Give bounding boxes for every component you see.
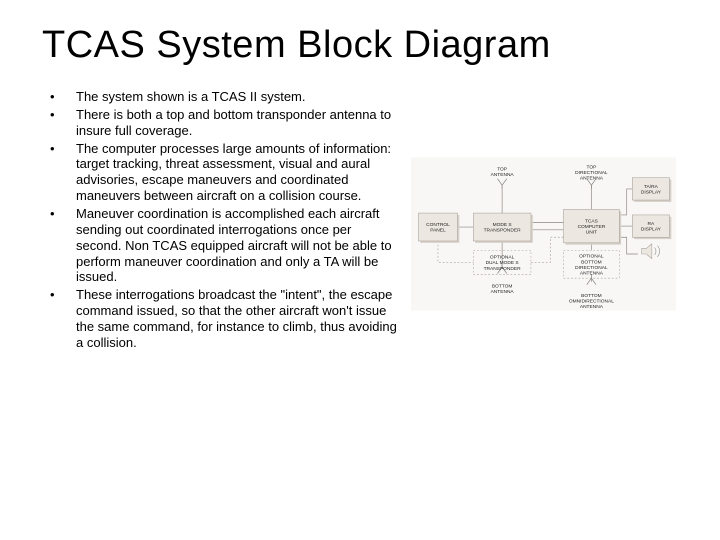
block-label: DISPLAY — [641, 190, 662, 196]
diagram-label: BOTTOM — [492, 283, 513, 289]
diagram-label: ANTENNA — [580, 304, 604, 310]
diagram-label: ANTENNA — [491, 289, 515, 295]
block-label: OPTIONAL — [579, 254, 604, 260]
block-label: TA/RA — [644, 184, 659, 190]
block-label: CONTROL — [426, 222, 450, 228]
diagram-label: ANTENNA — [580, 176, 604, 182]
block-label: TRANSPONDER — [484, 266, 522, 272]
diagram-label: TOP — [497, 166, 507, 172]
diagram-label: TOP — [586, 164, 596, 170]
bullet-item: There is both a top and bottom transpond… — [42, 107, 397, 139]
block-label: TRANSPONDER — [484, 228, 522, 234]
block-label: BOTTOM — [581, 259, 602, 265]
diagram-label: OMNIDIRECTIONAL — [569, 298, 614, 304]
block-label: DIRECTIONAL — [575, 265, 608, 271]
diagram-label: DIRECTIONAL — [575, 170, 608, 176]
block-label: OPTIONAL — [490, 255, 515, 261]
block-diagram: CONTROLPANELTOPANTENNAMODE STRANSPONDERB… — [411, 129, 676, 339]
block-label: RA — [648, 221, 655, 227]
diagram-label: BOTTOM — [581, 293, 602, 299]
block-label: PANEL — [430, 228, 446, 234]
bullet-item: Maneuver coordination is accomplished ea… — [42, 206, 397, 285]
bullet-item: The system shown is a TCAS II system. — [42, 89, 397, 105]
block-label: UNIT — [586, 230, 597, 236]
block-label: MODE S — [493, 222, 512, 228]
diagram-svg: CONTROLPANELTOPANTENNAMODE STRANSPONDERB… — [411, 129, 676, 339]
diagram-container: CONTROLPANELTOPANTENNAMODE STRANSPONDERB… — [411, 89, 678, 339]
block-label: COMPUTER — [578, 224, 606, 230]
content-row: The system shown is a TCAS II system. The… — [42, 89, 678, 353]
bullet-list: The system shown is a TCAS II system. The… — [42, 89, 397, 353]
bullet-item: These interrogations broadcast the "inte… — [42, 287, 397, 350]
block-label: TCAS — [585, 218, 598, 224]
slide-title: TCAS System Block Diagram — [42, 24, 678, 67]
block-label: DISPLAY — [641, 227, 662, 233]
bullet-item: The computer processes large amounts of … — [42, 141, 397, 204]
slide: TCAS System Block Diagram The system sho… — [0, 0, 720, 540]
block-label: ANTENNA — [580, 270, 604, 276]
block-label: DUAL MODE S — [486, 260, 519, 266]
diagram-label: ANTENNA — [491, 172, 515, 178]
